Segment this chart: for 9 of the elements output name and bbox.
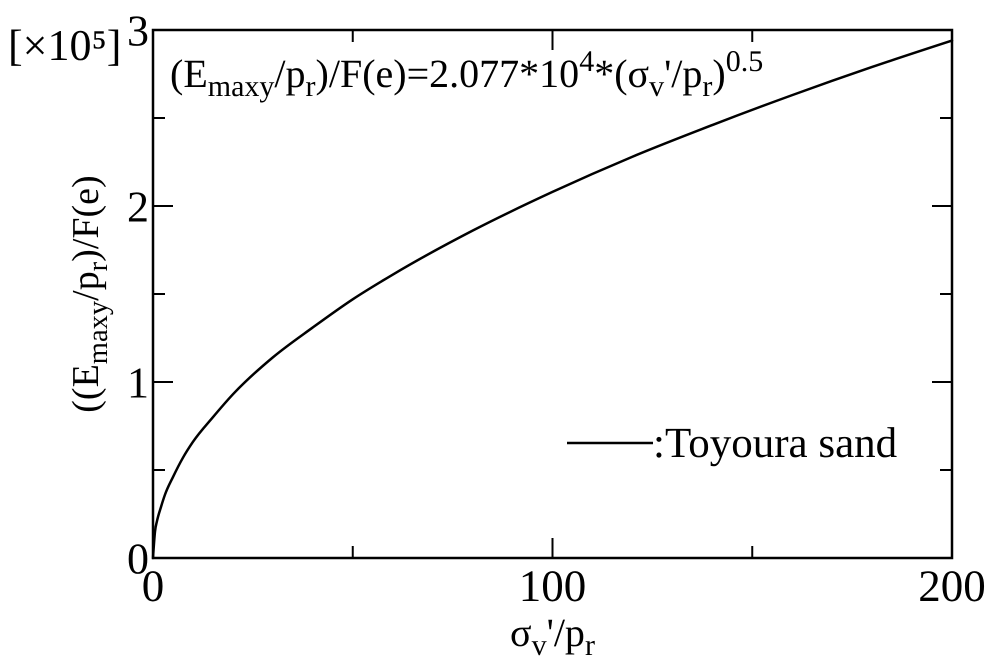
x-tick-label: 100	[518, 561, 586, 611]
y-tick-label: 3	[127, 6, 149, 56]
x-axis-title: σ$_{v}$'/p$_{r}$	[510, 610, 595, 661]
x-tick-label: 200	[918, 561, 986, 611]
y-tick-label: 1	[127, 358, 149, 408]
text: (E$_{maxy}$/p$_{r}$)/F(e)=2.077*10$^{4}$*(σ$_{v}$'/p$_{r}$)$^{0.5}$	[170, 44, 764, 103]
y-tick-label: 2	[127, 182, 149, 232]
text: [×10⁵]	[8, 21, 122, 70]
legend-label: :Toyoura sand	[653, 420, 898, 468]
